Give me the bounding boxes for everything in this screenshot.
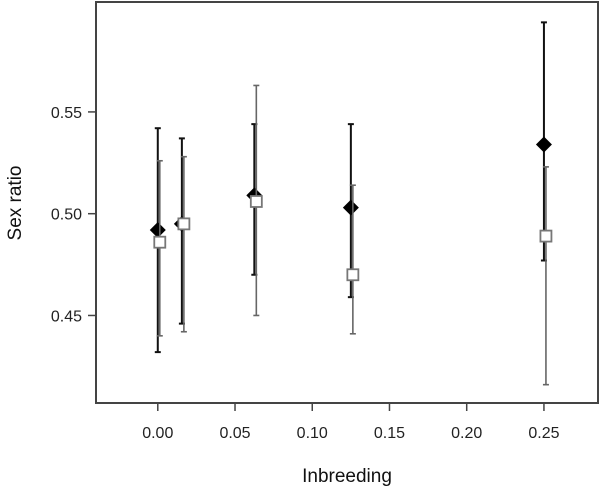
series-1 — [149, 21, 552, 354]
data-point — [153, 235, 167, 249]
data-point — [346, 268, 360, 282]
data-point — [149, 221, 166, 238]
data-point — [177, 217, 191, 231]
data-point — [342, 199, 359, 216]
x-tick-label: 0.00 — [142, 425, 173, 442]
x-tick-label: 0.25 — [528, 425, 559, 442]
y-tick-label: 0.45 — [51, 308, 82, 325]
x-tick-label: 0.05 — [219, 425, 250, 442]
plot-frame — [95, 1, 599, 404]
y-axis-label: Sex ratio — [5, 166, 26, 241]
data-point — [535, 136, 552, 153]
x-tick-label: 0.15 — [374, 425, 405, 442]
x-tick-label: 0.20 — [451, 425, 482, 442]
x-axis: 0.00 0.05 0.10 0.15 0.20 0.25 — [142, 403, 560, 442]
x-tick-label: 0.10 — [297, 425, 328, 442]
data-point — [249, 195, 263, 208]
y-tick-label: 0.50 — [51, 207, 82, 224]
series-2 — [153, 84, 553, 386]
x-axis-label: Inbreeding — [302, 466, 392, 487]
data-point — [539, 229, 553, 243]
y-tick-label: 0.55 — [51, 105, 82, 122]
y-axis: 0.45 0.50 0.55 — [51, 105, 96, 325]
series-layer — [149, 21, 553, 386]
